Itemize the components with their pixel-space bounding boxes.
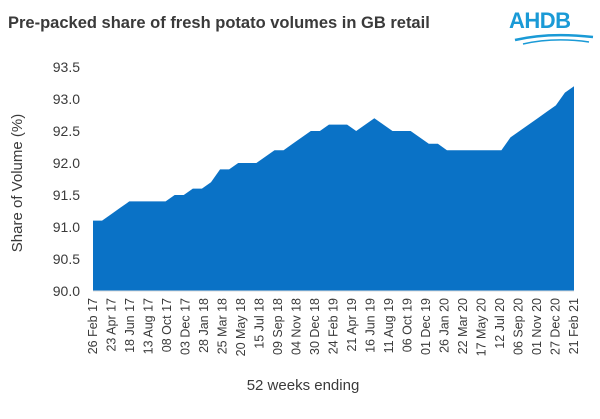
y-tick-label: 90.0 [53, 283, 80, 299]
logo-text: AHDB [509, 8, 571, 33]
x-tick-label: 26 Feb 17 [86, 298, 100, 354]
x-tick-label: 27 Dec 20 [549, 298, 563, 355]
plot-area [93, 86, 574, 292]
y-tick-label: 90.5 [53, 251, 80, 267]
x-tick-label: 24 Feb 19 [327, 298, 341, 354]
y-tick-label: 91.5 [53, 187, 80, 203]
x-tick-label: 03 Dec 17 [179, 298, 193, 355]
x-tick-label: 21 Apr 19 [345, 298, 359, 352]
x-tick-label: 30 Dec 18 [308, 298, 322, 355]
x-tick-label: 13 Aug 17 [142, 298, 156, 354]
y-tick-label: 92.5 [53, 123, 80, 139]
x-tick-label: 16 Jun 19 [364, 298, 378, 353]
y-axis-title: Share of Volume (%) [9, 114, 26, 252]
x-tick-label: 23 Apr 17 [105, 298, 119, 352]
logo-swoosh-icon [514, 33, 594, 45]
y-tick-label: 93.0 [53, 91, 80, 107]
x-tick-label: 28 Jan 18 [197, 298, 211, 353]
x-tick-label: 09 Sep 18 [271, 298, 285, 355]
x-tick-label: 04 Nov 18 [290, 298, 304, 355]
chart-title: Pre-packed share of fresh potato volumes… [8, 14, 430, 32]
x-tick-label: 18 Jun 17 [123, 298, 137, 353]
y-axis-ticks: 90.0 90.5 91.0 91.5 92.0 92.5 93.0 93.5 [53, 59, 80, 299]
x-tick-label: 17 May 20 [475, 298, 489, 356]
x-tick-label: 01 Nov 20 [530, 298, 544, 355]
x-tick-label: 25 Mar 18 [216, 298, 230, 354]
x-tick-label: 01 Dec 19 [419, 298, 433, 355]
x-tick-label: 21 Feb 21 [567, 298, 581, 354]
y-tick-label: 91.0 [53, 219, 80, 235]
x-axis-title: 52 weeks ending [247, 377, 360, 394]
x-tick-label: 26 Jan 20 [438, 298, 452, 353]
share-of-volume-area [93, 86, 574, 291]
x-tick-label: 12 Jul 20 [493, 298, 507, 349]
x-tick-label: 20 May 18 [234, 298, 248, 356]
x-tick-label: 06 Oct 19 [401, 298, 415, 352]
x-tick-label: 15 Jul 18 [253, 298, 267, 349]
ahdb-logo: AHDB [509, 4, 595, 46]
x-tick-label: 06 Sep 20 [512, 298, 526, 355]
x-tick-label: 11 Aug 19 [382, 298, 396, 353]
y-tick-label: 93.5 [53, 59, 80, 75]
x-tick-label: 08 Oct 17 [160, 298, 174, 352]
y-tick-label: 92.0 [53, 155, 80, 171]
x-tick-label: 22 Mar 20 [456, 298, 470, 354]
x-axis-ticks: 26 Feb 17 23 Apr 17 18 Jun 17 13 Aug 17 08 O… [86, 298, 581, 356]
